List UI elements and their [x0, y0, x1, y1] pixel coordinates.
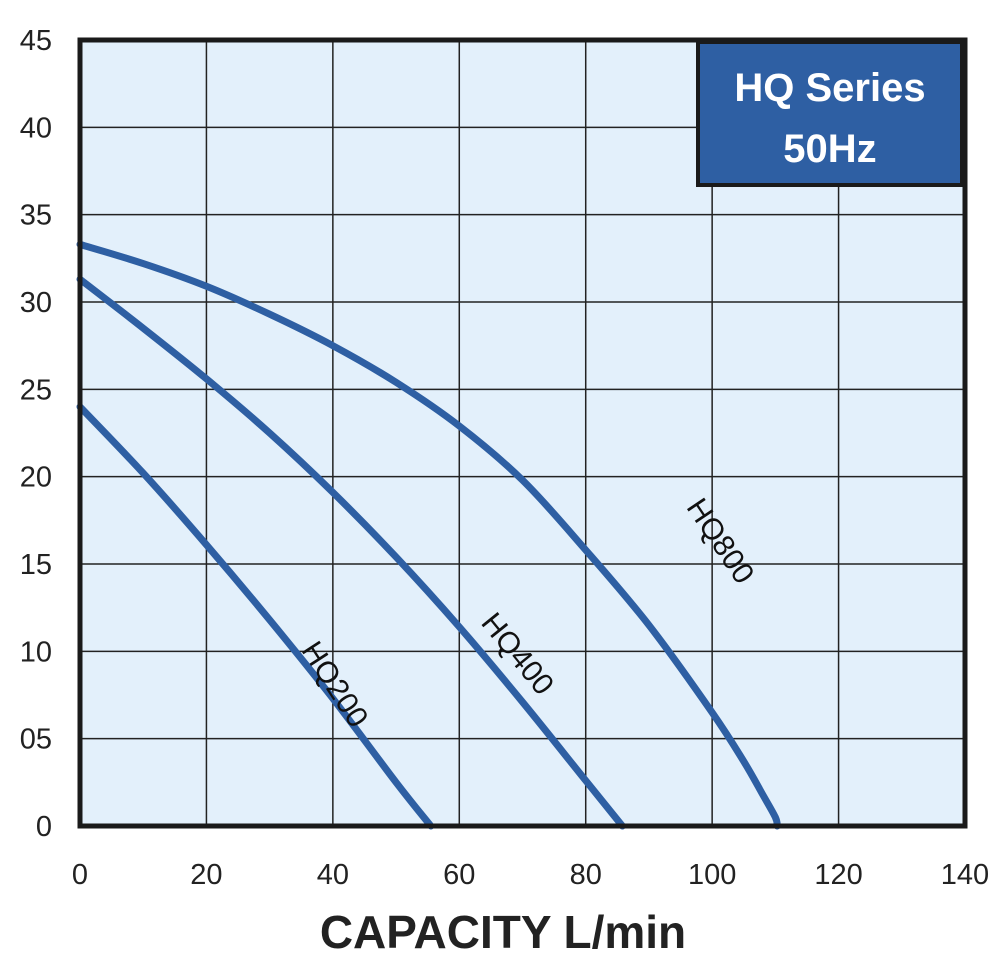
- y-tick-label: 30: [20, 287, 52, 319]
- x-axis-label: CAPACITY L/min: [320, 906, 686, 958]
- series-line-hq800: [76, 240, 781, 830]
- x-tick-label: 60: [443, 859, 475, 891]
- y-tick-label: 40: [20, 112, 52, 144]
- y-tick-label: 25: [20, 374, 52, 406]
- y-tick-label: 45: [20, 25, 52, 57]
- legend-background: [696, 40, 964, 187]
- x-tick-label: 0: [72, 859, 88, 891]
- x-tick-label: 120: [814, 859, 862, 891]
- y-axis-ticks: 0 05 10 15 20 25 30 35 40 45: [20, 25, 52, 843]
- legend-title: HQ Series: [734, 66, 925, 110]
- plot-border: [77, 37, 968, 829]
- y-tick-label: 05: [20, 724, 52, 756]
- x-tick-label: 20: [190, 859, 222, 891]
- x-tick-label: 100: [688, 859, 736, 891]
- y-tick-label: 0: [36, 811, 52, 843]
- x-tick-label: 40: [317, 859, 349, 891]
- y-tick-label: 20: [20, 462, 52, 494]
- x-axis-ticks: 0 20 40 60 80 100 120 140: [72, 859, 989, 891]
- y-tick-label: 10: [20, 636, 52, 668]
- y-tick-label: 35: [20, 200, 52, 232]
- legend-frequency: 50Hz: [783, 127, 876, 171]
- series-line-hq400: [76, 275, 626, 830]
- x-tick-label: 140: [941, 859, 989, 891]
- legend-box: HQ Series 50Hz: [696, 40, 964, 187]
- series-line-hq200: [76, 403, 435, 830]
- y-tick-label: 15: [20, 549, 52, 581]
- x-tick-label: 80: [570, 859, 602, 891]
- series-lines: [76, 240, 781, 830]
